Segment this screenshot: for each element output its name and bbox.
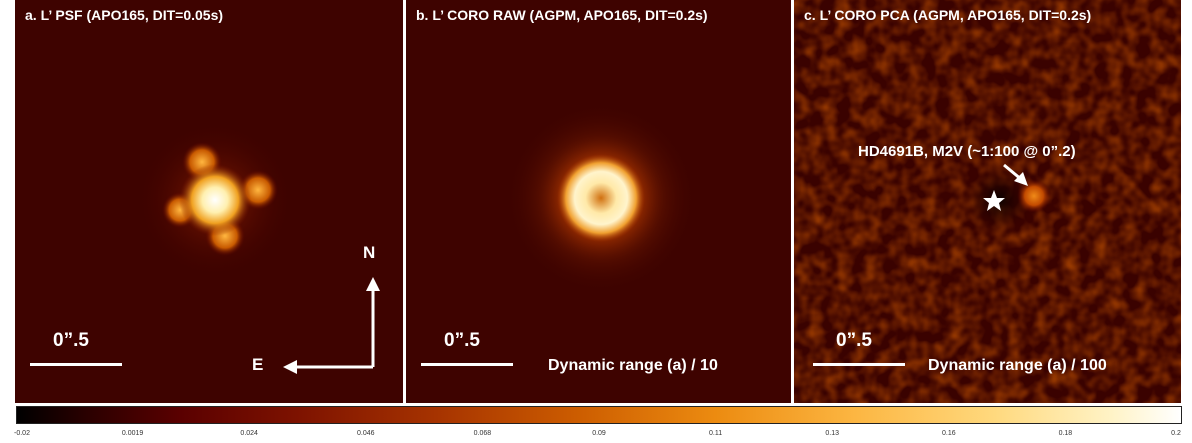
panel-psf: a. L’ PSF (APO165, DIT=0.05s) 0”.5 N E <box>15 0 403 403</box>
colorbar-tick-label: 0.16 <box>941 430 956 437</box>
annotation-overlay <box>983 163 1028 211</box>
east-arrow-icon <box>283 360 297 374</box>
colorbar-tick-label: 0.2 <box>1171 430 1181 437</box>
panel-title: a. L’ PSF (APO165, DIT=0.05s) <box>25 7 224 23</box>
scale-bar <box>30 363 122 366</box>
colorbar-tick-label: 0.0019 <box>121 430 144 437</box>
dynamic-range-label: Dynamic range (a) / 100 <box>928 357 1107 374</box>
panel-coro-raw: b. L’ CORO RAW (AGPM, APO165, DIT=0.2s) … <box>406 0 791 403</box>
compass-north-label: N <box>363 243 376 262</box>
scale-label: 0”.5 <box>836 330 872 351</box>
scale-label: 0”.5 <box>444 330 480 351</box>
colorbar-tick-label: 0.024 <box>240 430 258 437</box>
colorbar-tick-label: 0.09 <box>592 430 606 437</box>
colorbar-tick-label: 0.046 <box>357 430 375 437</box>
arrow-icon <box>1003 163 1028 186</box>
colorbar-tick-label: 0.11 <box>709 430 723 437</box>
psf-image <box>15 0 403 403</box>
dynamic-range-label: Dynamic range (a) / 10 <box>548 357 718 374</box>
north-arrow-icon <box>366 277 380 291</box>
panel-title: b. L’ CORO RAW (AGPM, APO165, DIT=0.2s) <box>416 7 708 23</box>
colorbar <box>16 406 1182 424</box>
companion-annotation: HD4691B, M2V (~1:100 @ 0”.2) <box>858 143 1076 160</box>
colorbar-tick-label: 0.13 <box>825 430 839 437</box>
panel-coro-pca: c. L’ CORO PCA (AGPM, APO165, DIT=0.2s) … <box>794 0 1181 403</box>
scale-bar <box>421 363 513 366</box>
colorbar-tick-label: -0.02 <box>14 430 30 437</box>
panel-title: c. L’ CORO PCA (AGPM, APO165, DIT=0.2s) <box>804 7 1092 23</box>
compass-arrows <box>283 277 380 374</box>
colorbar-tick-label: 0.18 <box>1058 430 1073 437</box>
scale-bar <box>813 363 905 366</box>
coro-raw-image <box>406 0 791 403</box>
compass-east-label: E <box>252 355 264 374</box>
scale-label: 0”.5 <box>53 330 89 351</box>
star-icon <box>983 190 1005 211</box>
colorbar-tick-label: 0.068 <box>473 430 492 437</box>
